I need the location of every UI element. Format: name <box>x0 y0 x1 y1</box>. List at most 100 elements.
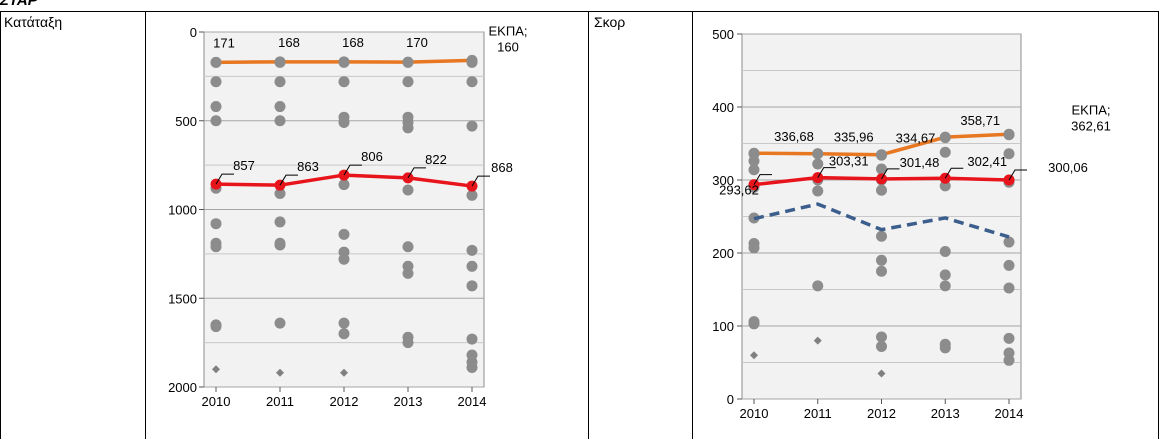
gray-point <box>748 318 760 330</box>
gray-point <box>876 230 887 242</box>
data-label: 170 <box>406 35 428 50</box>
series-point-0 <box>812 148 824 160</box>
gray-point <box>210 218 222 230</box>
x-tick-label: 2010 <box>740 406 769 421</box>
leader-line <box>343 164 362 176</box>
y-tick-label: 0 <box>190 25 197 40</box>
gray-point <box>939 246 951 258</box>
data-label: 168 <box>342 35 364 50</box>
leader-line <box>407 167 426 179</box>
gray-point <box>1003 332 1015 344</box>
gray-point <box>812 185 824 197</box>
y-tick-label: 2000 <box>168 380 197 395</box>
gray-point <box>402 122 414 134</box>
gray-point <box>338 179 350 191</box>
series-line-2 <box>753 202 1010 239</box>
gray-point <box>402 267 414 279</box>
gray-point <box>274 317 286 329</box>
gray-point <box>274 101 286 113</box>
gray-point <box>338 76 350 88</box>
gray-point <box>210 241 222 253</box>
gray-point <box>402 184 414 196</box>
gray-point <box>876 254 887 266</box>
gray-point <box>466 189 478 201</box>
gray-point <box>939 342 951 354</box>
gray-point <box>466 76 478 88</box>
gray-point <box>210 321 222 333</box>
gray-point <box>274 115 286 127</box>
data-label: 868 <box>491 160 513 175</box>
table-divider <box>0 11 1 439</box>
gray-point <box>274 76 286 88</box>
gray-point <box>210 115 222 127</box>
leader-line <box>1008 169 1027 181</box>
leader-line <box>471 175 490 187</box>
gray-point <box>1003 354 1015 366</box>
gray-point <box>939 269 951 281</box>
diamond-point <box>750 351 758 360</box>
y-tick-label: 0 <box>727 392 734 407</box>
data-label: 857 <box>233 158 255 173</box>
gray-point <box>274 239 286 251</box>
gray-point <box>338 328 350 340</box>
rank-chart: 0 500 1000 1500 2000 2010 2011 2012 2013 2014 171 1… <box>168 23 527 409</box>
y-tick-label: 1000 <box>168 203 197 218</box>
data-label: 336,68 <box>774 129 814 144</box>
series-point-0 <box>939 131 951 143</box>
diamond-point <box>877 369 886 378</box>
data-label: 301,48 <box>900 155 940 170</box>
row-label-rank: Κατάταξη <box>4 14 63 30</box>
table-divider <box>588 11 589 439</box>
data-label: 171 <box>213 35 235 50</box>
gray-point <box>876 163 887 175</box>
series-point-0 <box>748 147 760 159</box>
y-tick-label: 200 <box>712 246 734 261</box>
x-tick-label: 2011 <box>804 406 832 421</box>
leader-line <box>215 173 234 185</box>
table-divider <box>692 11 693 439</box>
gray-point <box>274 188 286 200</box>
gray-point <box>939 146 951 158</box>
row-label-score: Σκορ <box>594 14 626 30</box>
y-tick-label: 100 <box>712 319 734 334</box>
gray-point <box>876 184 887 196</box>
gray-point <box>748 155 760 167</box>
y-tick-label: 400 <box>712 100 734 115</box>
x-tick-label: 2014 <box>995 406 1024 421</box>
gray-point <box>210 101 222 113</box>
data-label: ΕΚΠΑ; 160 <box>488 23 527 54</box>
gray-point <box>402 241 414 253</box>
gray-point <box>466 244 478 256</box>
data-label: 302,41 <box>967 154 1007 169</box>
series-point-0 <box>1003 128 1015 140</box>
leader-line <box>279 174 298 186</box>
gray-point <box>876 331 887 343</box>
gray-point <box>210 76 222 88</box>
x-tick-label: 2010 <box>202 394 231 409</box>
gray-point <box>274 216 286 228</box>
diamond-point <box>212 365 220 374</box>
score-chart: 0 100 200 300 400 500 2010 2011 2012 2013 2014 336,… <box>712 27 1111 421</box>
gray-point <box>402 76 414 88</box>
table-divider <box>145 11 146 439</box>
leader-line <box>817 167 836 178</box>
gray-point <box>812 158 824 170</box>
gray-point <box>876 340 887 352</box>
gray-point <box>1003 282 1015 294</box>
x-tick-label: 2012 <box>867 406 896 421</box>
x-tick-label: 2011 <box>266 394 294 409</box>
gray-point <box>876 265 887 277</box>
leader-line <box>753 174 772 185</box>
data-label: 300,06 <box>1048 160 1088 175</box>
gray-point <box>812 280 824 292</box>
gray-point <box>748 164 760 176</box>
y-tick-label: 500 <box>712 27 734 42</box>
series-point-0 <box>274 56 286 68</box>
series-point-0 <box>210 56 222 68</box>
x-tick-label: 2014 <box>458 394 487 409</box>
gray-point <box>1003 259 1015 271</box>
gray-point <box>466 333 478 345</box>
leader-line <box>944 167 964 179</box>
series-point-0 <box>466 54 478 66</box>
diamond-point <box>276 368 284 377</box>
